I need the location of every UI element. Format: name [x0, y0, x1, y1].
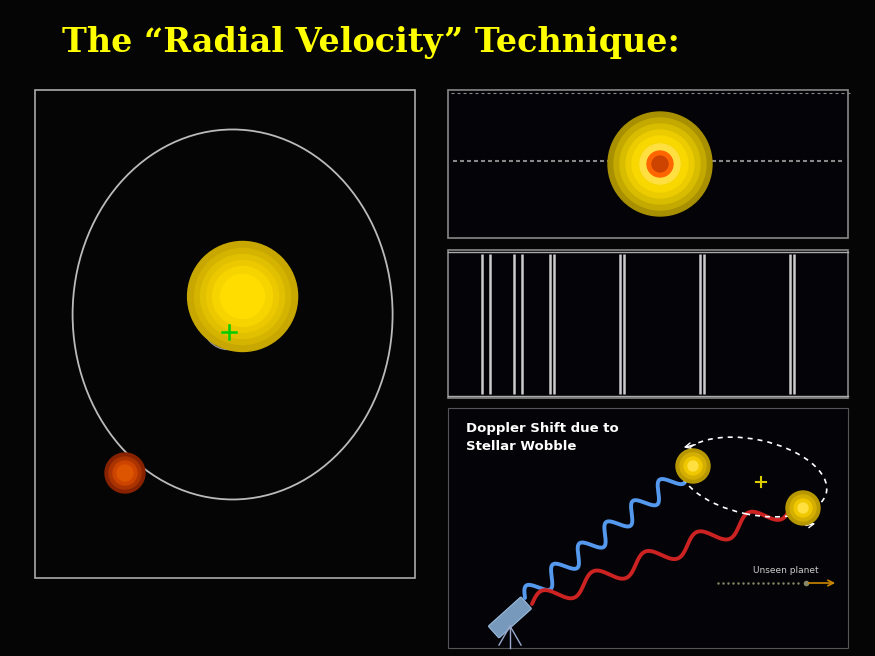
Circle shape: [790, 495, 816, 521]
Circle shape: [798, 503, 808, 513]
Text: Unseen planet: Unseen planet: [753, 566, 819, 575]
Circle shape: [220, 274, 264, 318]
Circle shape: [109, 457, 141, 489]
Bar: [448, 90, 848, 238]
Bar: [448, 250, 848, 398]
Circle shape: [688, 461, 698, 471]
Circle shape: [113, 461, 137, 485]
Bar: [35, 90, 415, 578]
Circle shape: [647, 151, 673, 177]
Circle shape: [626, 130, 694, 198]
Circle shape: [676, 449, 710, 483]
Bar: [448, 408, 848, 648]
FancyBboxPatch shape: [488, 597, 531, 638]
Circle shape: [608, 112, 712, 216]
Circle shape: [614, 118, 706, 210]
Circle shape: [652, 156, 668, 172]
Circle shape: [206, 260, 278, 333]
Circle shape: [194, 249, 290, 344]
Circle shape: [213, 266, 273, 327]
Circle shape: [117, 465, 133, 481]
Circle shape: [632, 136, 688, 192]
Circle shape: [684, 457, 702, 475]
Circle shape: [680, 453, 706, 479]
Circle shape: [794, 499, 812, 517]
Text: The “Radial Velocity” Technique:: The “Radial Velocity” Technique:: [62, 26, 680, 59]
Circle shape: [200, 255, 284, 338]
Circle shape: [187, 241, 298, 352]
Circle shape: [620, 124, 700, 204]
Circle shape: [640, 144, 680, 184]
Circle shape: [105, 453, 145, 493]
Circle shape: [786, 491, 820, 525]
Text: Doppler Shift due to
Stellar Wobble: Doppler Shift due to Stellar Wobble: [466, 422, 619, 453]
